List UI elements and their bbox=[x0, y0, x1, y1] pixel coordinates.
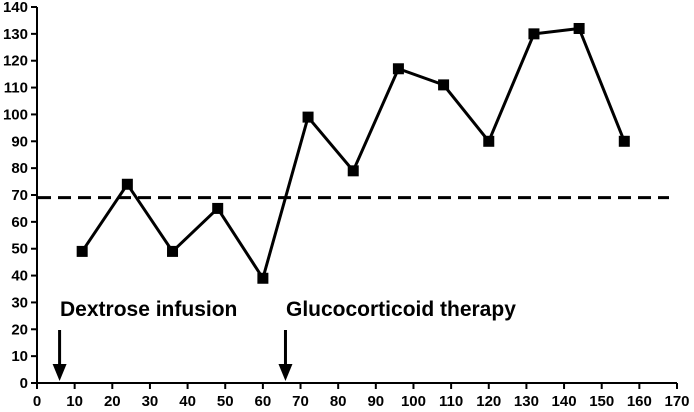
axes: 0 10 20 30 40 50 60 70 80 90 100 110 120 130 140 0 10 20 3… bbox=[3, 0, 690, 410]
x-tick-label: 30 bbox=[142, 393, 159, 410]
data-point-marker bbox=[121, 178, 133, 190]
y-tick-label: 70 bbox=[11, 187, 28, 204]
y-tick-label: 40 bbox=[11, 268, 28, 285]
x-tick-label: 170 bbox=[664, 393, 689, 410]
annotation-label: Dextrose infusion bbox=[60, 298, 237, 321]
data-point-marker bbox=[483, 135, 495, 147]
annotation-label: Glucocorticoid therapy bbox=[286, 298, 516, 321]
data-point-marker bbox=[392, 63, 404, 75]
x-tick-label: 70 bbox=[292, 393, 309, 410]
data-point-marker bbox=[347, 165, 359, 177]
data-point-marker bbox=[167, 245, 179, 257]
y-tick-label: 110 bbox=[4, 80, 28, 97]
data-point-marker bbox=[302, 111, 314, 123]
x-tick-label: 140 bbox=[552, 393, 577, 410]
x-tick-label: 150 bbox=[589, 393, 614, 410]
x-tick-label: 110 bbox=[439, 393, 463, 410]
data-point-marker bbox=[528, 28, 540, 40]
data-point-marker bbox=[618, 135, 630, 147]
x-tick-label: 20 bbox=[104, 393, 121, 410]
x-tick-label: 0 bbox=[33, 393, 41, 410]
y-tick-label: 20 bbox=[11, 321, 28, 338]
data-point-marker bbox=[573, 22, 585, 34]
x-tick-label: 40 bbox=[179, 393, 196, 410]
y-tick-label: 60 bbox=[11, 214, 28, 231]
series-line bbox=[80, 26, 626, 282]
x-tick-label: 80 bbox=[330, 393, 347, 410]
x-tick-label: 130 bbox=[514, 393, 539, 410]
x-tick-label: 120 bbox=[476, 393, 501, 410]
data-point-marker bbox=[76, 245, 88, 257]
y-tick-label: 90 bbox=[11, 133, 28, 150]
y-tick-label: 140 bbox=[3, 0, 28, 16]
y-tick-label: 10 bbox=[11, 348, 28, 365]
y-tick-label: 100 bbox=[3, 106, 28, 123]
data-point-marker bbox=[212, 202, 224, 214]
annotations-group: Dextrose infusion Glucocorticoid therapy bbox=[52, 298, 516, 381]
y-tick-label: 120 bbox=[3, 53, 28, 70]
annotation-arrow-head bbox=[52, 364, 67, 381]
x-tick-label: 160 bbox=[627, 393, 652, 410]
x-tick-label: 10 bbox=[66, 393, 83, 410]
series-group bbox=[76, 22, 630, 284]
data-point-marker bbox=[438, 79, 450, 91]
x-tick-label: 50 bbox=[217, 393, 234, 410]
x-tick-label: 90 bbox=[367, 393, 384, 410]
x-tick-label: 100 bbox=[401, 393, 426, 410]
x-tick-label: 60 bbox=[255, 393, 272, 410]
data-point-marker bbox=[257, 272, 269, 284]
y-tick-label: 30 bbox=[11, 294, 28, 311]
y-tick-label: 80 bbox=[11, 160, 28, 177]
annotation-arrow-head bbox=[278, 364, 293, 381]
y-tick-label: 130 bbox=[3, 26, 28, 43]
y-tick-label: 0 bbox=[20, 375, 28, 392]
y-tick-label: 50 bbox=[11, 241, 28, 258]
